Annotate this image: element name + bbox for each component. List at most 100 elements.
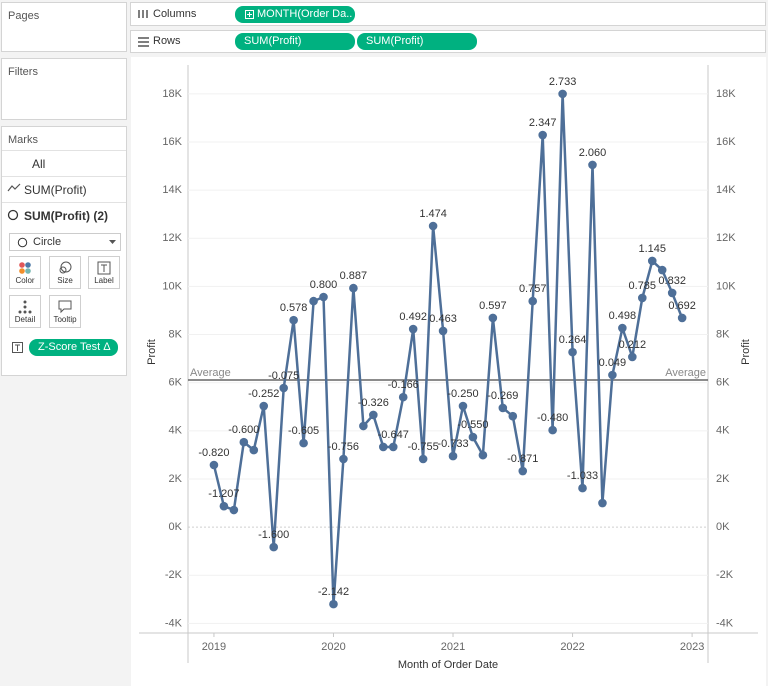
profit-point (388, 442, 398, 452)
marks-layer[interactable]: SUM(Profit) (2) (24, 209, 108, 223)
profit-point (289, 315, 298, 325)
profit-point (588, 160, 597, 170)
profit-point (378, 442, 388, 452)
profit-point (618, 323, 627, 333)
y2-tick-label: -2K (716, 569, 734, 581)
average-label: Average (190, 367, 231, 379)
label-icon (12, 342, 23, 353)
z-score-label: -0.269 (487, 390, 518, 402)
y2-tick-label: 6K (716, 377, 730, 389)
x-tick-label: 2020 (321, 641, 345, 653)
z-score-label: -0.755 (408, 441, 439, 453)
y-tick-label: -2K (165, 569, 183, 581)
size-button[interactable]: Size (49, 256, 81, 289)
label-button[interactable]: Label (88, 256, 120, 289)
pages-card: Pages (1, 2, 127, 52)
z-score-label: 2.060 (579, 147, 607, 159)
z-score-label: 0.597 (479, 300, 507, 312)
y-tick-label: 18K (162, 88, 182, 100)
dropdown-arrow (109, 240, 116, 244)
color-button[interactable]: Color (9, 256, 41, 289)
y2-tick-label: 18K (716, 88, 736, 100)
rows-pill[interactable]: SUM(Profit) (235, 33, 355, 50)
y2-axis-title: Profit (740, 339, 752, 365)
profit-point (637, 293, 647, 303)
y2-tick-label: 8K (716, 328, 730, 340)
rows-pill[interactable]: SUM(Profit) (357, 33, 477, 50)
z-score-label: 0.832 (658, 275, 686, 287)
profit-point (319, 292, 328, 302)
circle-icon (17, 237, 28, 248)
button-label: Size (57, 276, 73, 285)
detail-icon (18, 300, 32, 314)
z-score-label: -0.166 (388, 379, 419, 391)
columns-pill[interactable]: MONTH(Order Da.. (235, 6, 355, 23)
z-score-label: 0.492 (399, 311, 427, 323)
y-tick-label: 14K (162, 184, 182, 196)
profit-point (259, 401, 269, 411)
profit-point (647, 256, 657, 266)
detail-button[interactable]: Detail (9, 295, 41, 328)
z-score-label: 1.474 (419, 208, 447, 220)
marks-all[interactable]: All (32, 157, 46, 171)
average-label: Average (665, 367, 706, 379)
profit-point (478, 450, 488, 460)
profit-line (212, 92, 684, 606)
profit-point (418, 454, 428, 464)
profit-point (518, 466, 528, 476)
y2-tick-label: 12K (716, 232, 736, 244)
date-icon (245, 10, 254, 19)
button-label: Detail (14, 315, 36, 324)
profit-point (239, 437, 249, 447)
z-score-label: -0.480 (537, 412, 568, 424)
mark-type-dropdown[interactable]: Circle (9, 233, 121, 251)
tooltip-button[interactable]: Tooltip (49, 295, 81, 328)
marks-layer[interactable]: SUM(Profit) (24, 183, 87, 197)
z-score-label: 0.212 (619, 339, 647, 351)
z-score-label: -0.550 (457, 419, 488, 431)
profit-point (488, 313, 498, 323)
z-score-label: -0.756 (328, 441, 359, 453)
z-score-label: -0.075 (268, 370, 299, 382)
z-score-label: 0.887 (340, 270, 368, 282)
rows-icon (138, 37, 149, 47)
z-score-label: 2.733 (549, 76, 577, 88)
y-axis-title: Profit (146, 339, 158, 365)
x-tick-label: 2022 (560, 641, 584, 653)
profit-point (398, 392, 408, 402)
z-score-label: -0.647 (378, 429, 409, 441)
profit-point (309, 296, 318, 306)
x-tick-label: 2021 (441, 641, 465, 653)
profit-point (209, 460, 219, 470)
mark-type: Circle (33, 236, 62, 248)
z-score-pill[interactable]: Z-Score Test Δ (29, 339, 118, 356)
profit-point (498, 403, 508, 413)
z-score-label: 0.800 (310, 279, 338, 291)
z-score-label: -0.871 (507, 453, 538, 465)
filters-card: Filters (1, 58, 127, 120)
rows-label: Rows (153, 35, 181, 47)
z-score-label: -0.326 (358, 397, 389, 409)
button-label: Tooltip (53, 315, 77, 324)
marks-card: Marks All SUM(Profit) SUM(Profit) (2) Ci… (1, 126, 127, 376)
profit-point (448, 451, 458, 461)
z-score-label: -0.252 (248, 388, 279, 400)
profit-point (438, 326, 448, 336)
profit-point (329, 599, 338, 609)
button-label: Color (15, 276, 35, 285)
profit-point (359, 421, 368, 431)
profit-point (428, 221, 438, 231)
z-score-label: -1.033 (567, 470, 598, 482)
profit-point (548, 425, 557, 435)
profit-point (528, 296, 538, 306)
profit-point (628, 352, 637, 362)
color-icon (19, 262, 31, 274)
z-score-label: 1.145 (638, 243, 666, 255)
y2-tick-label: 0K (716, 521, 730, 533)
y2-tick-label: 4K (716, 425, 730, 437)
profit-point (578, 483, 587, 493)
columns-shelf: Columns MONTH(Order Da.. (130, 2, 766, 26)
profit-point (598, 498, 607, 508)
filters-title: Filters (8, 66, 38, 78)
profit-point (558, 89, 567, 99)
